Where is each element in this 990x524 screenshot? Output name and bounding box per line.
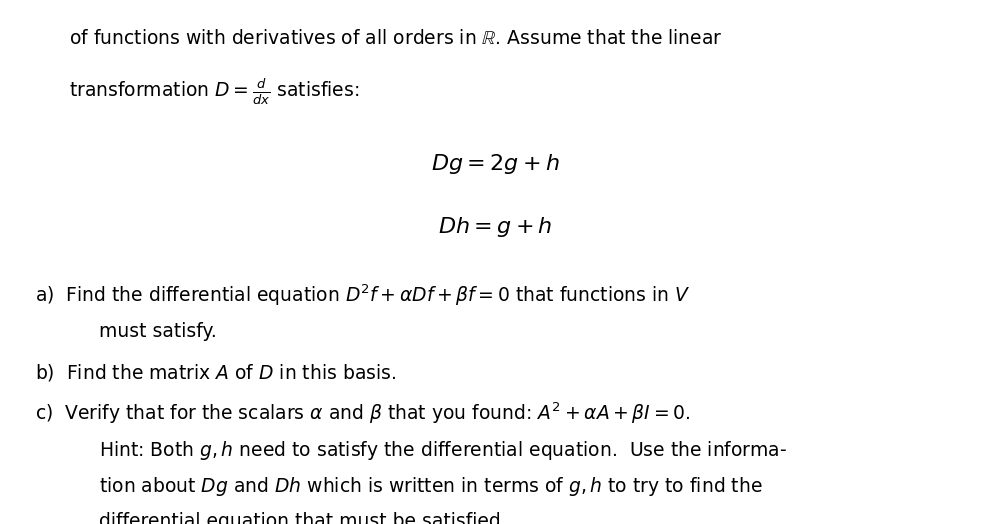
Text: $Dg = 2g + h$: $Dg = 2g + h$ bbox=[431, 152, 559, 176]
Text: Hint: Both $g, h$ need to satisfy the differential equation.  Use the informa-: Hint: Both $g, h$ need to satisfy the di… bbox=[99, 439, 787, 462]
Text: must satisfy.: must satisfy. bbox=[99, 322, 217, 341]
Text: transformation $D = \frac{d}{dx}$ satisfies:: transformation $D = \frac{d}{dx}$ satisf… bbox=[69, 76, 359, 107]
Text: $Dh = g + h$: $Dh = g + h$ bbox=[438, 215, 552, 239]
Text: tion about $Dg$ and $Dh$ which is written in terms of $g, h$ to try to find the: tion about $Dg$ and $Dh$ which is writte… bbox=[99, 475, 762, 498]
Text: b)  Find the matrix $A$ of $D$ in this basis.: b) Find the matrix $A$ of $D$ in this ba… bbox=[35, 362, 396, 383]
Text: a)  Find the differential equation $D^2f + \alpha Df + \beta f = 0$ that functio: a) Find the differential equation $D^2f … bbox=[35, 283, 690, 309]
Text: c)  Verify that for the scalars $\alpha$ and $\beta$ that you found: $A^2 + \alp: c) Verify that for the scalars $\alpha$ … bbox=[35, 401, 690, 427]
Text: of functions with derivatives of all orders in $\mathbb{R}$. Assume that the lin: of functions with derivatives of all ord… bbox=[69, 29, 723, 48]
Text: differential equation that must be satisfied.: differential equation that must be satis… bbox=[99, 512, 507, 524]
